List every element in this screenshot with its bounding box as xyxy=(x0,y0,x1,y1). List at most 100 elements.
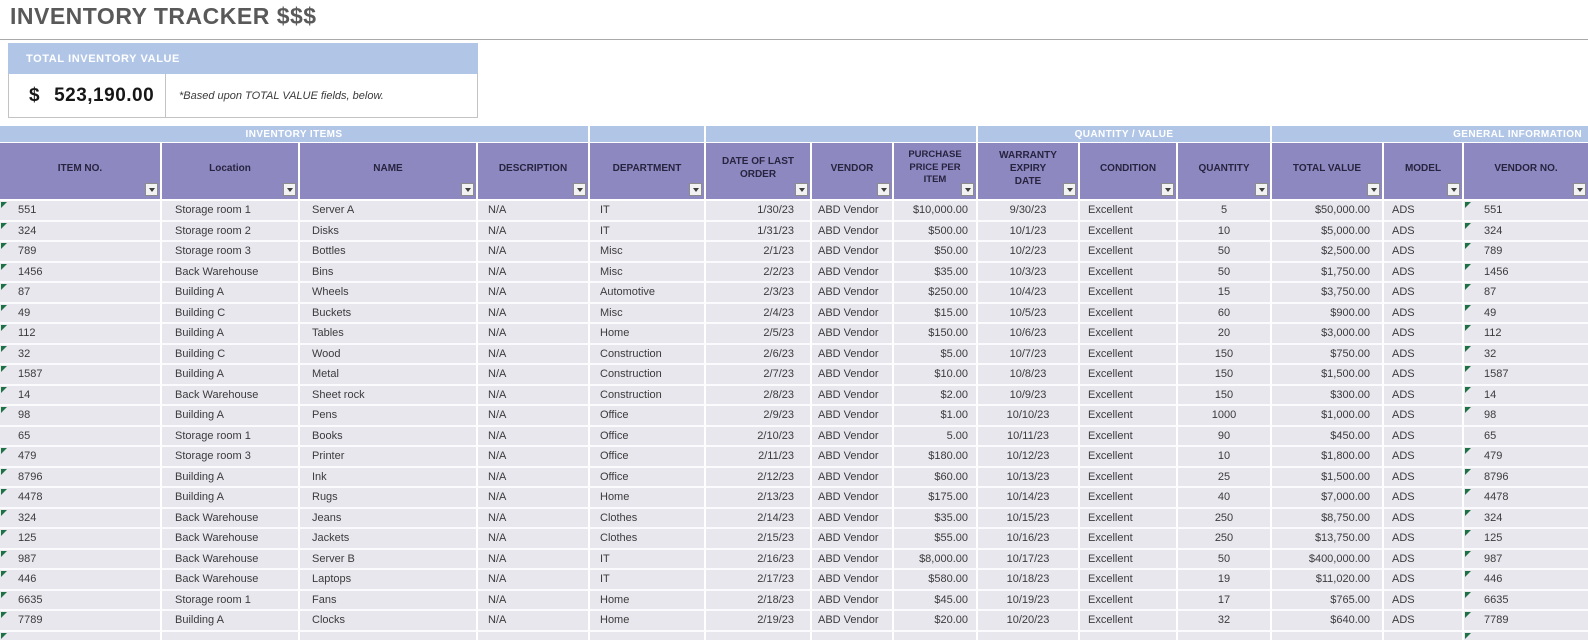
cell-purchase-price-per-item[interactable]: $45.00 xyxy=(894,590,978,611)
cell-model[interactable]: ADS xyxy=(1384,324,1464,345)
cell-condition[interactable]: Excellent xyxy=(1080,467,1178,488)
cell-name[interactable]: Clocks xyxy=(300,611,478,632)
cell-total-value[interactable]: $450.00 xyxy=(1272,426,1384,447)
cell-vendor[interactable]: ABD Vendor xyxy=(812,467,894,488)
cell-vendor-no[interactable]: 446 xyxy=(1464,570,1588,591)
cell-date-of-last-order[interactable]: 2/16/23 xyxy=(706,549,812,570)
cell-item-no[interactable]: 125 xyxy=(0,529,162,550)
cell-description[interactable] xyxy=(478,631,590,640)
cell-total-value[interactable]: $765.00 xyxy=(1272,590,1384,611)
cell-location[interactable]: Storage room 1 xyxy=(162,426,300,447)
cell-warranty-expiry-date[interactable]: 10/3/23 xyxy=(978,262,1080,283)
cell-vendor-no[interactable]: 125 xyxy=(1464,529,1588,550)
cell-purchase-price-per-item[interactable]: $8,000.00 xyxy=(894,549,978,570)
cell-total-value[interactable]: $50,000.00 xyxy=(1272,201,1384,222)
cell-vendor-no[interactable]: 6635 xyxy=(1464,590,1588,611)
total-inventory-value-cell[interactable]: $ 523,190.00 xyxy=(9,74,166,117)
cell-warranty-expiry-date[interactable]: 10/9/23 xyxy=(978,385,1080,406)
column-header-item-no[interactable]: ITEM NO. xyxy=(0,143,162,199)
cell-quantity[interactable]: 15 xyxy=(1178,283,1272,304)
cell-description[interactable]: N/A xyxy=(478,406,590,427)
cell-vendor[interactable]: ABD Vendor xyxy=(812,385,894,406)
cell-item-no[interactable]: 479 xyxy=(0,447,162,468)
cell-vendor[interactable]: ABD Vendor xyxy=(812,262,894,283)
cell-department[interactable]: Misc xyxy=(590,303,706,324)
column-header-location[interactable]: Location xyxy=(162,143,300,199)
cell-location[interactable]: Building A xyxy=(162,467,300,488)
filter-dropdown-icon[interactable] xyxy=(1255,183,1268,196)
cell-item-no[interactable]: 98 xyxy=(0,406,162,427)
cell-condition[interactable]: Excellent xyxy=(1080,447,1178,468)
cell-vendor-no[interactable]: 65 xyxy=(1464,426,1588,447)
cell-model[interactable]: ADS xyxy=(1384,283,1464,304)
cell-condition[interactable]: Excellent xyxy=(1080,303,1178,324)
cell-warranty-expiry-date[interactable] xyxy=(978,631,1080,640)
cell-purchase-price-per-item[interactable]: $2.00 xyxy=(894,385,978,406)
cell-condition[interactable]: Excellent xyxy=(1080,590,1178,611)
cell-vendor-no[interactable]: 87 xyxy=(1464,283,1588,304)
cell-model[interactable]: ADS xyxy=(1384,549,1464,570)
cell-name[interactable]: Sheet rock xyxy=(300,385,478,406)
cell-total-value[interactable]: $640.00 xyxy=(1272,611,1384,632)
cell-name[interactable]: Disks xyxy=(300,221,478,242)
column-header-department[interactable]: DEPARTMENT xyxy=(590,143,706,199)
cell-warranty-expiry-date[interactable]: 10/4/23 xyxy=(978,283,1080,304)
cell-model[interactable]: ADS xyxy=(1384,201,1464,222)
cell-name[interactable]: Server B xyxy=(300,549,478,570)
cell-purchase-price-per-item[interactable]: $20.00 xyxy=(894,611,978,632)
cell-model[interactable]: ADS xyxy=(1384,406,1464,427)
cell-description[interactable]: N/A xyxy=(478,344,590,365)
filter-dropdown-icon[interactable] xyxy=(1367,183,1380,196)
cell-item-no[interactable]: 87 xyxy=(0,283,162,304)
cell-warranty-expiry-date[interactable]: 10/18/23 xyxy=(978,570,1080,591)
cell-description[interactable]: N/A xyxy=(478,549,590,570)
cell-vendor-no[interactable]: 789 xyxy=(1464,242,1588,263)
cell-total-value[interactable]: $1,500.00 xyxy=(1272,365,1384,386)
cell-location[interactable]: Back Warehouse xyxy=(162,385,300,406)
cell-vendor[interactable]: ABD Vendor xyxy=(812,590,894,611)
cell-warranty-expiry-date[interactable]: 10/1/23 xyxy=(978,221,1080,242)
cell-date-of-last-order[interactable]: 2/9/23 xyxy=(706,406,812,427)
cell-location[interactable]: Building C xyxy=(162,303,300,324)
column-header-date-of-last-order[interactable]: DATE OF LAST ORDER xyxy=(706,143,812,199)
cell-location[interactable] xyxy=(162,631,300,640)
cell-condition[interactable]: Excellent xyxy=(1080,324,1178,345)
cell-condition[interactable] xyxy=(1080,631,1178,640)
cell-model[interactable]: ADS xyxy=(1384,488,1464,509)
cell-department[interactable]: Clothes xyxy=(590,508,706,529)
cell-warranty-expiry-date[interactable]: 10/12/23 xyxy=(978,447,1080,468)
cell-quantity[interactable]: 50 xyxy=(1178,262,1272,283)
cell-location[interactable]: Building C xyxy=(162,344,300,365)
cell-quantity[interactable]: 40 xyxy=(1178,488,1272,509)
cell-date-of-last-order[interactable] xyxy=(706,631,812,640)
cell-quantity[interactable]: 17 xyxy=(1178,590,1272,611)
cell-purchase-price-per-item[interactable]: $15.00 xyxy=(894,303,978,324)
cell-condition[interactable]: Excellent xyxy=(1080,426,1178,447)
cell-location[interactable]: Back Warehouse xyxy=(162,262,300,283)
cell-name[interactable]: Wood xyxy=(300,344,478,365)
cell-name[interactable]: Pens xyxy=(300,406,478,427)
cell-vendor-no[interactable] xyxy=(1464,631,1588,640)
cell-quantity[interactable]: 10 xyxy=(1178,221,1272,242)
cell-vendor-no[interactable]: 324 xyxy=(1464,508,1588,529)
cell-description[interactable]: N/A xyxy=(478,590,590,611)
cell-department[interactable]: Home xyxy=(590,488,706,509)
cell-condition[interactable]: Excellent xyxy=(1080,570,1178,591)
cell-total-value[interactable]: $300.00 xyxy=(1272,385,1384,406)
cell-name[interactable]: Fans xyxy=(300,590,478,611)
cell-date-of-last-order[interactable]: 1/30/23 xyxy=(706,201,812,222)
cell-date-of-last-order[interactable]: 2/2/23 xyxy=(706,262,812,283)
cell-location[interactable]: Storage room 1 xyxy=(162,201,300,222)
cell-name[interactable]: Bins xyxy=(300,262,478,283)
cell-warranty-expiry-date[interactable]: 10/16/23 xyxy=(978,529,1080,550)
cell-total-value[interactable]: $1,800.00 xyxy=(1272,447,1384,468)
cell-description[interactable]: N/A xyxy=(478,303,590,324)
cell-vendor[interactable]: ABD Vendor xyxy=(812,570,894,591)
cell-department[interactable]: Automotive xyxy=(590,283,706,304)
cell-name[interactable]: Bottles xyxy=(300,242,478,263)
cell-item-no[interactable]: 324 xyxy=(0,508,162,529)
cell-purchase-price-per-item[interactable]: $35.00 xyxy=(894,262,978,283)
cell-date-of-last-order[interactable]: 2/15/23 xyxy=(706,529,812,550)
cell-total-value[interactable]: $13,750.00 xyxy=(1272,529,1384,550)
cell-quantity[interactable]: 32 xyxy=(1178,611,1272,632)
